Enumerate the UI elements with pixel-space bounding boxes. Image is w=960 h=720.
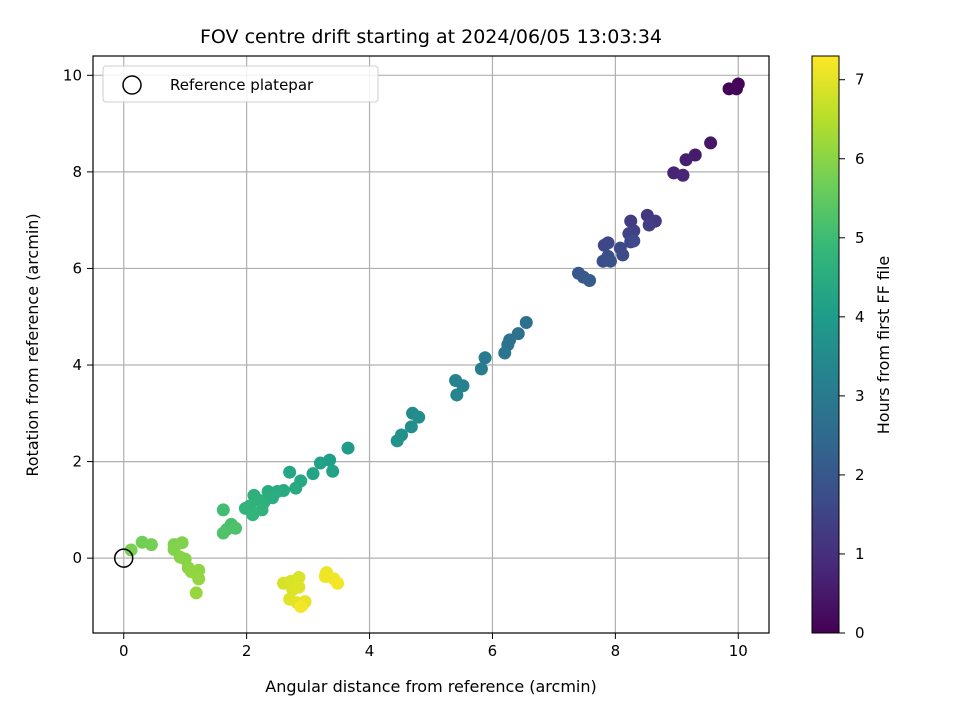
y-axis-label: Rotation from reference (arcmin) [23, 213, 42, 476]
scatter-point [216, 526, 230, 540]
legend: Reference platepar [102, 65, 379, 103]
y-tick-label: 10 [63, 66, 82, 84]
colorbar-tick-label: 6 [855, 150, 865, 168]
scatter-point [642, 218, 656, 232]
scatter-point [292, 570, 306, 584]
x-tick-label: 0 [119, 642, 129, 660]
y-tick-label: 0 [72, 549, 82, 567]
scatter-point [676, 168, 690, 182]
colorbar [811, 55, 840, 634]
scatter-point [313, 456, 327, 470]
plot-frame [92, 55, 770, 634]
scatter-point [246, 508, 260, 522]
legend-marker [122, 75, 142, 95]
legend-box [102, 65, 379, 103]
scatter-point [478, 351, 492, 365]
scatter-point [326, 464, 340, 478]
scatter-point [412, 410, 426, 424]
scatter-point [729, 82, 743, 96]
colorbar-tick-label: 1 [855, 545, 865, 563]
scatter-point [597, 238, 611, 252]
scatter-point [124, 543, 138, 557]
colorbar-tick-label: 5 [855, 229, 865, 247]
scatter-point [306, 467, 320, 481]
scatter-point [456, 379, 470, 393]
scatter-point [144, 538, 158, 552]
scatter-point [192, 572, 206, 586]
colorbar-tick-label: 7 [855, 71, 865, 89]
colorbar-tick-label: 2 [855, 466, 865, 484]
colorbar-tick-label: 4 [855, 308, 865, 326]
scatter-point [679, 153, 693, 167]
y-axis-ticks: 0 2 4 6 8 10 [63, 66, 93, 567]
scatter-point [283, 465, 297, 479]
y-tick-label: 8 [72, 163, 82, 181]
x-tick-label: 6 [488, 642, 498, 660]
x-axis-ticks: 0 2 4 6 8 10 [119, 633, 748, 660]
colorbar-tick-label: 0 [855, 624, 865, 642]
scatter-point [331, 576, 345, 590]
scatter-point [603, 254, 617, 268]
colorbar-tick-label: 3 [855, 387, 865, 405]
chart-title: FOV centre drift starting at 2024/06/05 … [200, 26, 662, 48]
scatter-point [341, 441, 355, 455]
y-tick-label: 2 [72, 453, 82, 471]
y-tick-label: 6 [72, 259, 82, 277]
legend-label: Reference platepar [170, 76, 314, 94]
scatter-point [450, 388, 464, 402]
x-axis-label: Angular distance from reference (arcmin) [265, 677, 596, 696]
reference-marker [113, 548, 134, 568]
scatter-point [294, 599, 308, 613]
scatter-point [616, 248, 630, 262]
x-tick-label: 10 [729, 642, 748, 660]
scatter-point [704, 136, 718, 150]
x-tick-label: 4 [365, 642, 375, 660]
colorbar-ticks: 0 1 2 3 4 5 6 7 [839, 71, 865, 642]
scatter-point [583, 274, 597, 288]
grid-lines [93, 56, 769, 633]
colorbar-label: Hours from first FF file [874, 256, 893, 435]
scatter-point [189, 586, 203, 600]
scatter-point [404, 420, 418, 434]
scatter-point [519, 316, 533, 330]
x-tick-label: 2 [242, 642, 252, 660]
scatter-point [289, 481, 303, 495]
scatter-point [474, 362, 488, 376]
x-tick-label: 8 [611, 642, 621, 660]
scatter-points [124, 77, 745, 613]
scatter-point [627, 234, 641, 248]
y-tick-label: 4 [72, 356, 82, 374]
scatter-point [390, 434, 404, 448]
scatter-point [498, 346, 512, 360]
scatter-point [229, 521, 243, 535]
scatter-point [292, 580, 306, 594]
scatter-point [216, 503, 230, 517]
